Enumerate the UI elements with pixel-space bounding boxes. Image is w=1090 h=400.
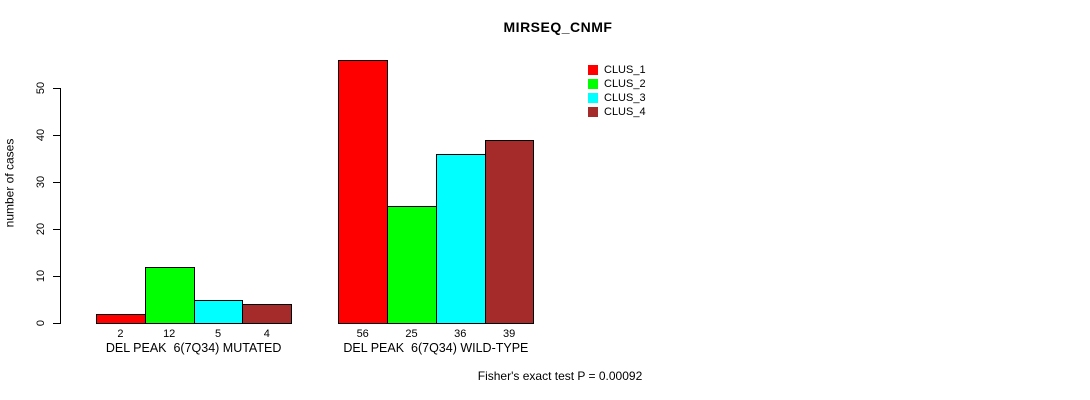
bar-value-label: 2 — [117, 328, 124, 340]
legend-item-clus_1: CLUS_1 — [588, 63, 646, 77]
legend: CLUS_1 CLUS_2 CLUS_3 CLUS_4 — [588, 63, 646, 119]
y-tick-label-10: 10 — [32, 256, 50, 296]
bar-value-label: 12 — [163, 328, 176, 340]
legend-item-clus_2: CLUS_2 — [588, 77, 646, 91]
y-tick-label-20: 20 — [32, 209, 50, 249]
bar-value-label: 39 — [502, 328, 516, 340]
legend-item-clus_3: CLUS_3 — [588, 91, 646, 105]
bar-clus_3-group1 — [193, 299, 244, 324]
y-tick-mark-0 — [53, 322, 61, 324]
bar-value-label: 5 — [214, 328, 222, 340]
y-axis-line — [60, 88, 61, 324]
y-tick-label-text: 10 — [35, 269, 47, 283]
bar-clus_1-group2 — [338, 59, 389, 324]
bar-value-label: 4 — [263, 328, 270, 340]
y-tick-mark-50 — [53, 87, 61, 89]
legend-label: CLUS_3 — [604, 92, 646, 104]
bar-value-label: 36 — [454, 328, 467, 340]
legend-label: CLUS_2 — [604, 78, 646, 90]
legend-swatch-icon — [588, 107, 598, 117]
y-tick-label-50: 50 — [32, 68, 50, 108]
y-tick-label-text: 50 — [35, 81, 47, 95]
legend-label: CLUS_4 — [604, 106, 646, 118]
legend-swatch-icon — [588, 79, 598, 89]
y-axis-title-text: number of cases — [2, 138, 16, 228]
fisher-test-annotation: Fisher's exact test P = 0.00092 — [477, 369, 643, 383]
y-tick-mark-40 — [53, 134, 61, 136]
bar-clus_3-group2 — [435, 153, 486, 324]
bar-clus_2-group1 — [144, 266, 195, 324]
group-label-2: DEL PEAK 6(7Q34) WILD-TYPE — [343, 341, 529, 355]
legend-item-clus_4: CLUS_4 — [588, 105, 646, 119]
bar-value-label: 25 — [405, 328, 418, 340]
bar-clus_4-group2 — [484, 139, 535, 324]
y-tick-label-30: 30 — [32, 162, 50, 202]
legend-swatch-icon — [588, 93, 598, 103]
y-tick-label-text: 20 — [35, 222, 47, 236]
chart-title: MIRSEQ_CNMF — [503, 19, 613, 35]
y-tick-mark-20 — [53, 228, 61, 230]
y-tick-label-0: 0 — [32, 303, 50, 343]
bar-value-label: 56 — [356, 328, 369, 340]
y-axis-title: number of cases — [0, 123, 19, 243]
y-tick-label-text: 0 — [35, 319, 47, 327]
y-tick-mark-30 — [53, 181, 61, 183]
y-tick-mark-10 — [53, 275, 61, 277]
group-label-1: DEL PEAK 6(7Q34) MUTATED — [105, 341, 282, 355]
y-tick-label-40: 40 — [32, 115, 50, 155]
y-tick-label-text: 30 — [35, 175, 47, 189]
bar-clus_1-group1 — [96, 313, 146, 324]
bar-clus_4-group1 — [242, 304, 293, 324]
bar-clus_2-group2 — [387, 205, 437, 324]
legend-swatch-icon — [588, 65, 598, 75]
y-tick-label-text: 40 — [35, 128, 47, 142]
legend-label: CLUS_1 — [604, 64, 646, 76]
